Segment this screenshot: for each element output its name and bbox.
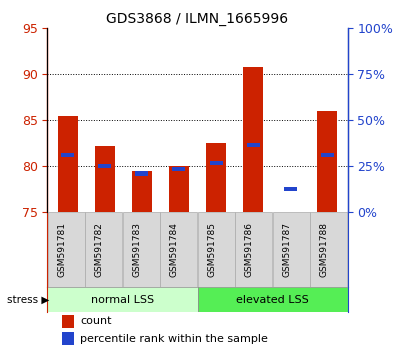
Text: GSM591786: GSM591786 (245, 222, 254, 277)
Text: GSM591783: GSM591783 (132, 222, 141, 277)
Text: count: count (81, 316, 112, 326)
Text: GSM591782: GSM591782 (95, 222, 103, 277)
Bar (47, 287, 198, 313)
Bar (61, 153, 74, 157)
Bar (85, 212, 122, 287)
Bar (169, 166, 189, 212)
Bar (62, 315, 74, 328)
Bar (246, 143, 260, 147)
Bar (310, 212, 347, 287)
Bar (243, 67, 263, 212)
Bar (273, 212, 310, 287)
Bar (198, 287, 348, 313)
Bar (321, 153, 334, 157)
Bar (173, 167, 186, 171)
Bar (132, 171, 152, 212)
Bar (284, 187, 297, 191)
Bar (123, 212, 160, 287)
Text: GSM591784: GSM591784 (170, 222, 179, 277)
Bar (95, 146, 115, 212)
Text: elevated LSS: elevated LSS (236, 295, 309, 304)
Bar (135, 171, 149, 176)
Bar (317, 111, 337, 212)
Bar (62, 332, 74, 345)
Text: GSM591787: GSM591787 (282, 222, 292, 277)
Text: percentile rank within the sample: percentile rank within the sample (81, 334, 268, 344)
Bar (198, 212, 235, 287)
Text: GSM591785: GSM591785 (207, 222, 216, 277)
Title: GDS3868 / ILMN_1665996: GDS3868 / ILMN_1665996 (106, 12, 289, 26)
Bar (58, 115, 78, 212)
Text: GSM591788: GSM591788 (320, 222, 329, 277)
Bar (48, 212, 85, 287)
Bar (209, 161, 222, 165)
Bar (160, 212, 197, 287)
Bar (206, 143, 226, 212)
Bar (235, 212, 272, 287)
Bar (98, 164, 111, 168)
Text: stress ▶: stress ▶ (7, 295, 49, 304)
Text: GSM591781: GSM591781 (57, 222, 66, 277)
Text: normal LSS: normal LSS (91, 295, 154, 304)
